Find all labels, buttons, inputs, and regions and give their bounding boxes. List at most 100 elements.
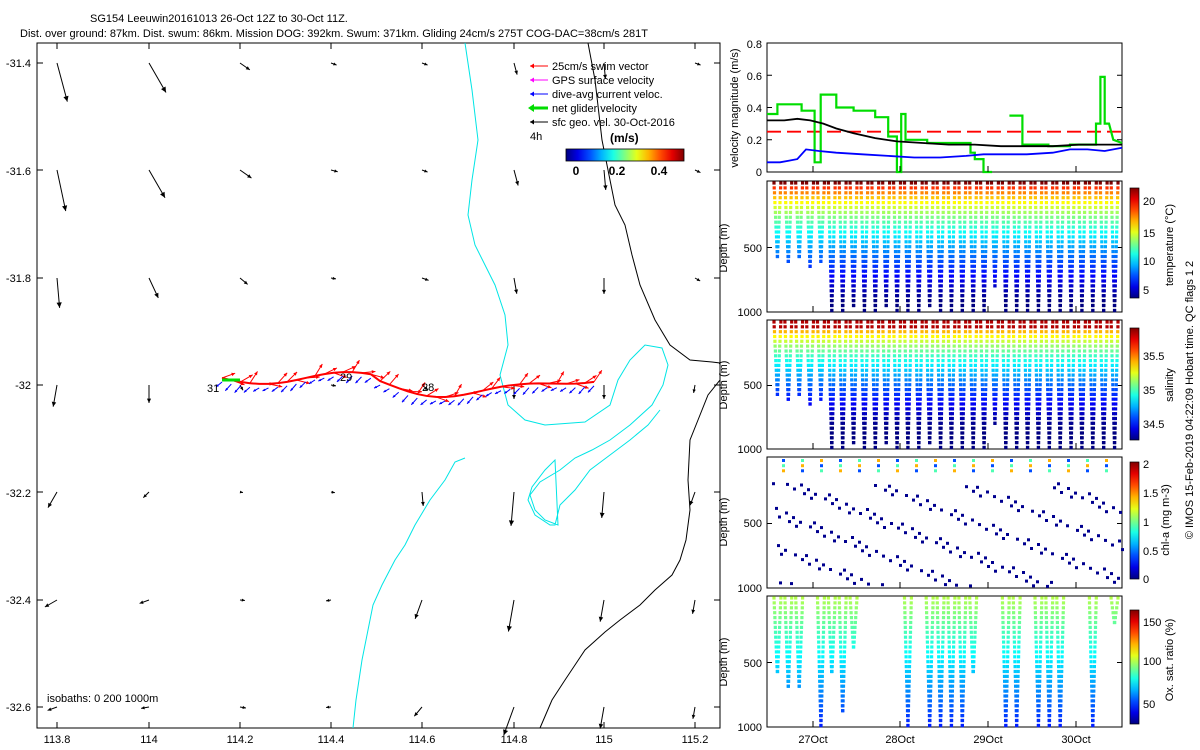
profile-point <box>843 640 847 644</box>
profile-point <box>974 349 978 353</box>
profile-point <box>969 215 973 219</box>
profile-point <box>942 196 946 200</box>
profile-point <box>957 620 962 625</box>
profile-point <box>854 363 858 367</box>
profile-point <box>817 225 821 229</box>
profile-point <box>957 616 961 620</box>
profile-point <box>958 635 962 639</box>
profile-point <box>970 402 974 406</box>
profile-point <box>1103 397 1107 401</box>
profile-point <box>843 363 847 367</box>
profile-point <box>862 416 866 421</box>
profile-point <box>866 191 870 195</box>
profile-point <box>1089 363 1093 367</box>
profile-point <box>935 181 939 185</box>
profile-point <box>1001 196 1005 200</box>
chla-point <box>916 494 919 498</box>
profile-point <box>838 630 842 634</box>
profile-point <box>1006 378 1010 382</box>
profile-point <box>896 397 900 401</box>
profile-point <box>925 334 929 339</box>
profile-point <box>962 660 966 664</box>
profile-point <box>844 606 848 610</box>
profile-point <box>983 284 987 288</box>
profile-point <box>1079 269 1083 273</box>
profile-point <box>817 359 821 363</box>
chla-point <box>1111 543 1114 547</box>
profile-point <box>829 650 833 654</box>
profile-point <box>906 299 910 303</box>
profile-point <box>906 431 910 435</box>
chla-cbar-label: chl-a (mg m-3) <box>1160 484 1172 556</box>
swim-vector-arrow <box>472 392 487 398</box>
profile-point <box>828 373 832 377</box>
chla-point <box>1091 500 1094 504</box>
velocity-panel: 0 0.2 0.4 0.6 0.8 velocity magnitude (m/… <box>729 39 1123 179</box>
chla-point <box>1029 459 1032 462</box>
imos-side-label: © IMOS 15-Feb-2019 04:22:09 Hobart time.… <box>1184 261 1196 539</box>
profile-point <box>1038 674 1042 678</box>
dac-arrow <box>420 399 427 406</box>
profile-point <box>886 254 890 259</box>
profile-point <box>1050 344 1054 348</box>
profile-point <box>1113 279 1117 283</box>
profile-point <box>830 426 834 430</box>
profile-point <box>772 320 776 324</box>
profile-point <box>972 416 976 421</box>
profile-point <box>948 660 952 664</box>
profile-point <box>839 373 843 377</box>
profile-point <box>1058 718 1062 723</box>
profile-point <box>1099 215 1103 219</box>
profile-point <box>1114 383 1118 387</box>
profile-point <box>1066 354 1071 358</box>
chla-point <box>925 536 928 540</box>
profile-point <box>979 325 983 329</box>
profile-point <box>826 186 831 190</box>
profile-point <box>1058 303 1062 308</box>
profile-point <box>1035 388 1039 392</box>
profile-point <box>821 215 825 219</box>
profile-point <box>882 378 886 382</box>
profile-point <box>950 704 954 708</box>
profile-point <box>1048 407 1052 411</box>
profile-point <box>1023 210 1027 214</box>
geo-velocity-arrow <box>141 706 150 710</box>
profile-point <box>863 284 867 288</box>
profile-point <box>1091 303 1095 308</box>
profile-point <box>1072 215 1076 219</box>
profile-point <box>994 402 998 406</box>
profile-point <box>1026 308 1030 313</box>
profile-point <box>907 250 912 254</box>
profile-point <box>784 201 788 205</box>
profile-point <box>776 373 780 377</box>
profile-point <box>1002 245 1006 249</box>
profile-point <box>827 349 831 353</box>
profile-point <box>1093 650 1097 654</box>
profile-point <box>1005 254 1009 259</box>
profile-point <box>935 186 939 190</box>
profile-point <box>904 373 908 377</box>
profile-point <box>917 303 921 308</box>
map-colorbar <box>565 148 685 162</box>
profile-point <box>937 235 941 239</box>
profile-point <box>924 330 929 334</box>
chla-point <box>948 579 951 583</box>
profile-point <box>909 330 913 334</box>
profile-point <box>940 392 944 396</box>
profile-point <box>1013 264 1018 268</box>
profile-point <box>861 397 865 401</box>
profile-point <box>1110 215 1114 219</box>
chla-point <box>1022 571 1025 574</box>
profile-point <box>969 378 973 382</box>
profile-point <box>982 303 986 308</box>
profile-point <box>993 412 997 416</box>
profile-point <box>837 186 841 190</box>
chla-point <box>991 469 994 473</box>
profile-point <box>832 215 836 219</box>
profile-point <box>806 363 810 367</box>
geo-velocity-arrow <box>56 277 62 308</box>
profile-point <box>875 230 879 234</box>
profile-point <box>894 416 898 421</box>
profile-point <box>959 412 963 416</box>
profile-point <box>1016 269 1020 273</box>
